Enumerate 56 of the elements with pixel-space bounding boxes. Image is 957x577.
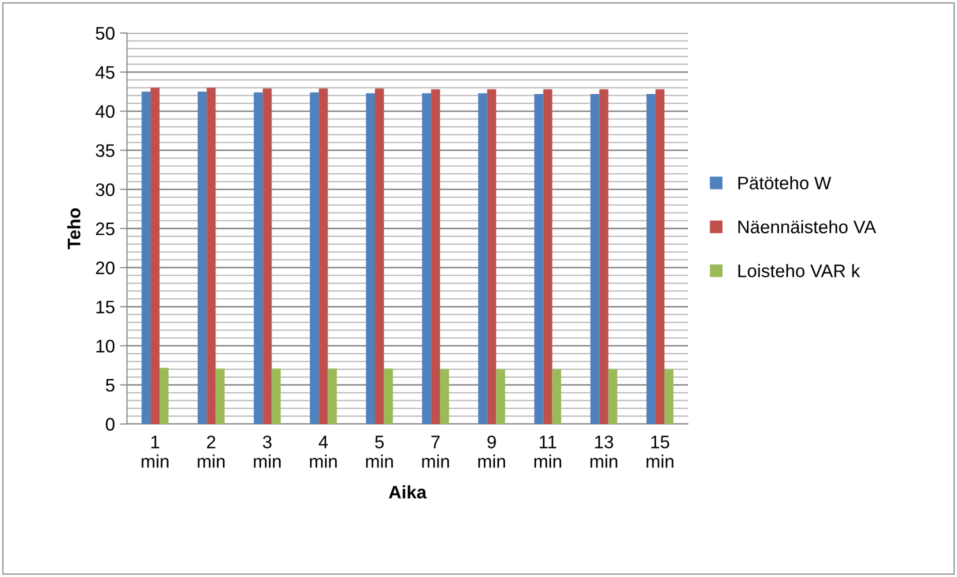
y-tick-label: 15 (96, 300, 114, 314)
x-tick-label: 15 min (646, 436, 674, 468)
x-tick-label: 5 min (366, 436, 393, 468)
bar (646, 94, 656, 424)
x-axis-title: Aika (388, 485, 427, 499)
legend-label: Pätöteho W (738, 176, 832, 190)
bar (496, 369, 506, 424)
bar (328, 368, 337, 424)
x-tick-label: 13 min (590, 436, 618, 468)
bar (608, 369, 618, 424)
bar (478, 93, 488, 424)
bar (160, 368, 169, 424)
bar (487, 89, 496, 424)
x-tick-label: 2 min (198, 436, 225, 468)
bar (206, 88, 216, 424)
y-tick-label: 10 (96, 340, 114, 353)
y-tick-label: 35 (96, 144, 114, 158)
bar (150, 88, 160, 424)
bar (552, 369, 562, 424)
bar (374, 88, 384, 424)
bar (543, 89, 552, 424)
bar (440, 369, 450, 424)
x-tick-label: 1 min (142, 436, 168, 468)
x-tick-label: 3 min (254, 436, 281, 468)
x-tick-label: 9 min (478, 436, 506, 468)
x-tick-label: 7 min (422, 436, 449, 468)
y-tick-label: 0 (106, 418, 114, 431)
bar (599, 89, 608, 424)
bar (534, 94, 544, 424)
y-tick-label: 30 (96, 183, 114, 196)
bar (254, 92, 263, 424)
bar (664, 369, 674, 424)
bar (262, 88, 272, 424)
bar (590, 94, 600, 424)
legend-label: Loisteho VAR k (738, 264, 860, 278)
y-tick-label: 25 (96, 222, 114, 236)
x-tick-label: 4 min (310, 436, 337, 468)
y-tick-label: 40 (96, 105, 114, 118)
bar (384, 368, 393, 424)
bar (318, 88, 328, 424)
bar (431, 89, 440, 424)
bar (216, 368, 225, 424)
bar (366, 93, 375, 424)
bar (198, 92, 207, 424)
y-axis-title: Teho (67, 208, 80, 250)
bar (310, 92, 319, 424)
x-tick-label: 11 min (534, 436, 562, 468)
legend-label: Näennäisteho VA (738, 220, 876, 234)
bar (422, 93, 432, 424)
y-tick-label: 5 (106, 379, 114, 392)
y-tick-label: 45 (96, 66, 114, 79)
bar (272, 368, 281, 424)
y-tick-label: 50 (96, 26, 114, 40)
y-tick-label: 20 (96, 262, 114, 274)
bar (655, 89, 664, 424)
bar (142, 92, 151, 424)
